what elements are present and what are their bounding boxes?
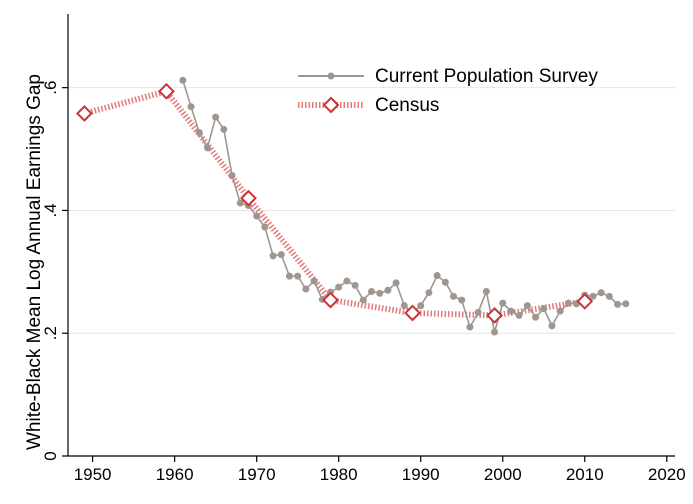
- x-tick-label: 1990: [402, 465, 440, 484]
- cps-point: [515, 311, 523, 319]
- cps-point: [253, 212, 261, 220]
- cps-point: [302, 285, 310, 293]
- cps-point: [605, 292, 613, 300]
- cps-point: [540, 305, 548, 313]
- cps-point: [450, 292, 458, 300]
- cps-point: [351, 281, 359, 289]
- legend-cps-marker: [327, 72, 335, 80]
- cps-point: [220, 125, 228, 133]
- cps-point: [269, 252, 277, 260]
- cps-point: [441, 278, 449, 286]
- cps-point: [335, 283, 343, 291]
- cps-point: [491, 328, 499, 336]
- x-tick-label: 1950: [74, 465, 112, 484]
- cps-point: [482, 287, 490, 295]
- cps-point: [400, 302, 408, 310]
- cps-point: [392, 279, 400, 287]
- census-point: [75, 105, 93, 122]
- cps-point: [261, 223, 269, 231]
- cps-point: [433, 272, 441, 280]
- cps-point: [622, 300, 630, 308]
- cps-point: [203, 144, 211, 152]
- cps-point: [368, 287, 375, 295]
- cps-point: [285, 272, 293, 280]
- axes: [62, 14, 675, 462]
- tick-labels: 0 .2 .4 .6 1950 1960 1970 1980 1990 2000 2010 2020: [41, 81, 686, 484]
- census-point: [576, 292, 594, 310]
- y-tick-label: .2: [41, 326, 60, 340]
- cps-point: [277, 251, 285, 259]
- legend: Current Population Survey Census: [298, 66, 598, 116]
- cps-point: [212, 113, 220, 121]
- series: [75, 76, 630, 336]
- cps-point: [425, 289, 433, 297]
- cps-point: [195, 128, 203, 136]
- cps-point: [556, 307, 564, 315]
- cps-point: [589, 292, 597, 300]
- legend-census-label: Census: [375, 95, 439, 116]
- cps-point: [523, 302, 531, 310]
- y-tick-label: .4: [41, 203, 60, 217]
- cps-point: [564, 299, 572, 307]
- x-tick-label: 2000: [484, 465, 522, 484]
- y-tick-label: 0: [41, 451, 60, 460]
- census-point: [158, 82, 175, 100]
- legend-cps-label: Current Population Survey: [375, 66, 598, 87]
- x-tick-label: 1960: [156, 465, 194, 484]
- cps-point: [187, 103, 195, 111]
- y-axis-title: White-Black Mean Log Annual Earnings Gap: [24, 74, 45, 450]
- x-tick-label: 1980: [320, 465, 358, 484]
- x-tick-label: 2020: [648, 465, 686, 484]
- census-point: [322, 291, 339, 309]
- cps-point: [532, 313, 540, 321]
- cps-point: [507, 307, 515, 315]
- cps-point: [228, 171, 236, 179]
- cps-point: [417, 302, 425, 310]
- census-point: [486, 307, 503, 324]
- cps-point: [294, 272, 302, 280]
- cps-point: [466, 323, 474, 331]
- cps-point: [236, 199, 244, 207]
- x-tick-label: 1970: [238, 465, 276, 484]
- y-tick-label: .6: [41, 81, 60, 95]
- cps-point: [359, 296, 367, 304]
- cps-point: [343, 277, 351, 285]
- cps-point: [548, 322, 556, 330]
- cps-point: [597, 289, 605, 297]
- cps-point: [384, 286, 392, 294]
- x-tick-label: 2010: [566, 465, 604, 484]
- census-point: [404, 304, 421, 322]
- cps-point: [474, 308, 482, 316]
- legend-census-marker: [322, 96, 340, 114]
- cps-point: [458, 296, 466, 304]
- cps-point: [376, 289, 384, 297]
- census-point: [240, 189, 257, 207]
- cps-point: [614, 300, 622, 308]
- cps-point: [499, 299, 507, 307]
- cps-point: [310, 277, 318, 285]
- cps-point: [179, 76, 187, 84]
